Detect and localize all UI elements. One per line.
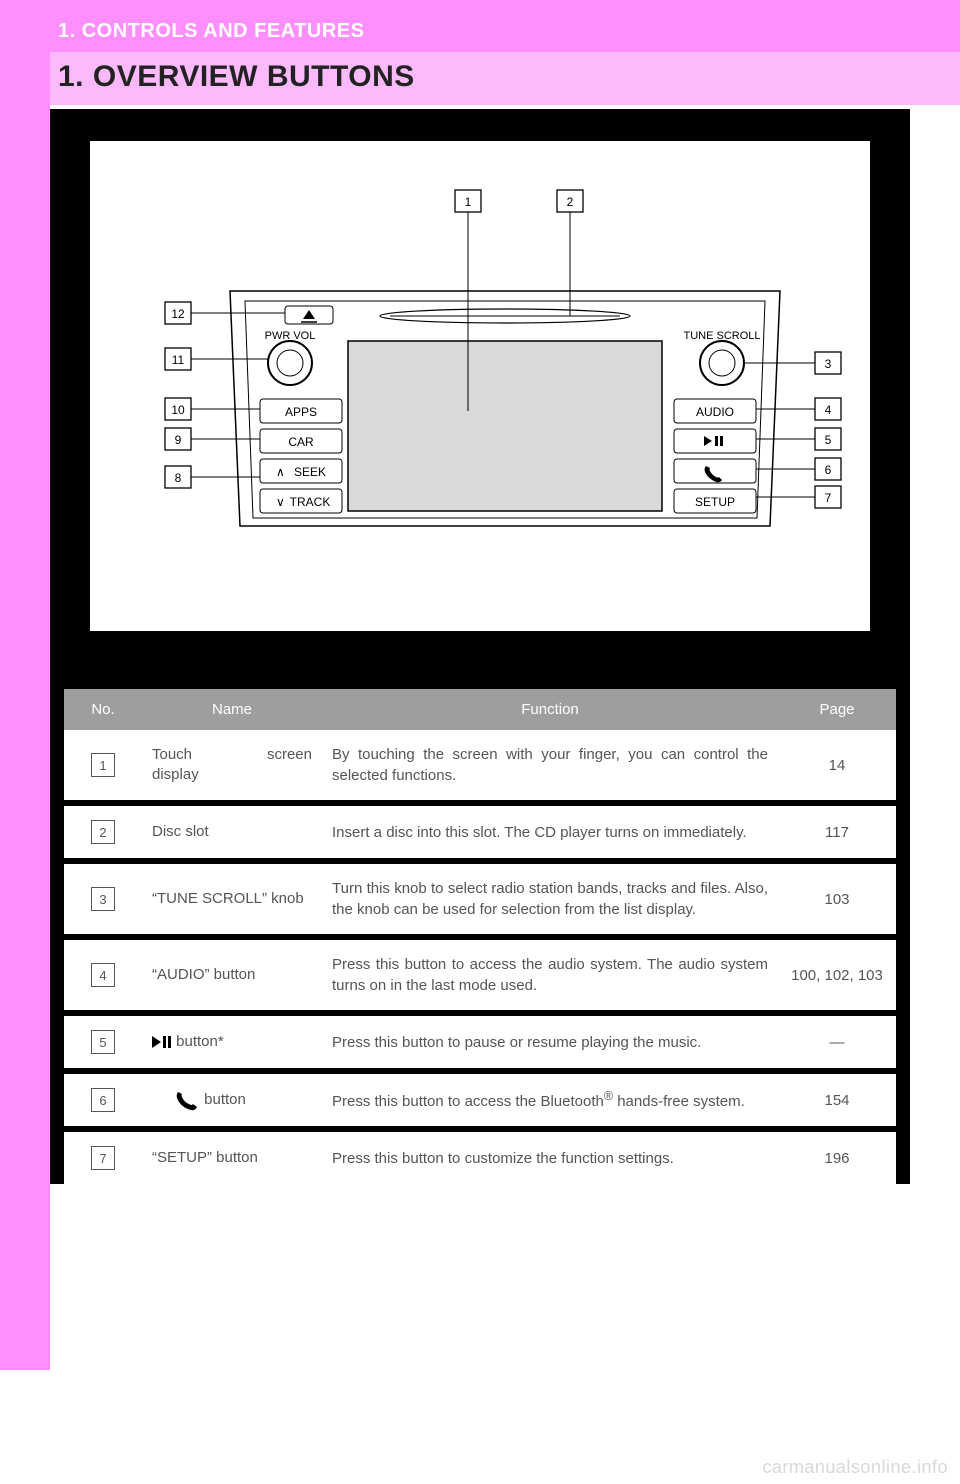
cell-page: 117 bbox=[778, 818, 896, 847]
svg-text:12: 12 bbox=[171, 307, 185, 321]
table-row: 5 button*Press this button to pause or r… bbox=[64, 1010, 896, 1068]
svg-text:APPS: APPS bbox=[285, 405, 317, 419]
cell-name: “AUDIO” button bbox=[142, 959, 322, 991]
svg-text:1: 1 bbox=[465, 195, 472, 209]
cell-page: — bbox=[778, 1028, 896, 1057]
table-header: No. Name Function Page bbox=[64, 689, 896, 730]
cell-page: 100, 102, 103 bbox=[778, 961, 896, 990]
diagram-svg: PWR VOL TUNE SCROLL APPS CAR ∧ SEEK ∨ TRACK A… bbox=[90, 141, 870, 631]
play-pause-icon bbox=[152, 1035, 172, 1049]
cell-no: 6 bbox=[64, 1082, 142, 1118]
svg-text:4: 4 bbox=[825, 403, 832, 417]
cell-function: Turn this knob to select radio station b… bbox=[322, 872, 778, 926]
cell-no: 7 bbox=[64, 1140, 142, 1176]
row-number-box: 7 bbox=[91, 1146, 115, 1170]
svg-text:9: 9 bbox=[175, 433, 182, 447]
col-page: Page bbox=[778, 689, 896, 730]
svg-text:CAR: CAR bbox=[288, 435, 314, 449]
row-number-box: 5 bbox=[91, 1030, 115, 1054]
row-number-box: 6 bbox=[91, 1088, 115, 1112]
cell-name: button* bbox=[142, 1026, 322, 1058]
svg-text:10: 10 bbox=[171, 403, 185, 417]
cell-page: 154 bbox=[778, 1086, 896, 1115]
table-row: 1 TouchscreendisplayBy touching the scree… bbox=[64, 730, 896, 800]
row-number-box: 2 bbox=[91, 820, 115, 844]
col-name: Name bbox=[142, 689, 322, 730]
cell-page: 196 bbox=[778, 1144, 896, 1173]
svg-text:SEEK: SEEK bbox=[294, 465, 326, 479]
cell-name: button bbox=[142, 1083, 322, 1117]
svg-text:TRACK: TRACK bbox=[290, 495, 331, 509]
cell-no: 1 bbox=[64, 747, 142, 783]
table-row: 4 “AUDIO” buttonPress this button to acce… bbox=[64, 934, 896, 1010]
cell-name: Disc slot bbox=[142, 816, 322, 848]
watermark: carmanualsonline.info bbox=[762, 1457, 948, 1478]
svg-text:3: 3 bbox=[825, 357, 832, 371]
page-title: 1. OVERVIEW BUTTONS bbox=[58, 60, 415, 94]
svg-text:5: 5 bbox=[825, 433, 832, 447]
cell-function: Press this button to access the audio sy… bbox=[322, 948, 778, 1002]
svg-text:6: 6 bbox=[825, 463, 832, 477]
cell-function: Press this button to access the Bluetoot… bbox=[322, 1082, 778, 1118]
head-unit-diagram: PWR VOL TUNE SCROLL APPS CAR ∧ SEEK ∨ TRACK A… bbox=[90, 141, 870, 631]
table-row: 7 “SETUP” buttonPress this button to cust… bbox=[64, 1126, 896, 1184]
buttons-table: No. Name Function Page 1 Touchscreendispl… bbox=[64, 689, 896, 1184]
svg-text:∧: ∧ bbox=[276, 465, 285, 479]
cell-page: 14 bbox=[778, 751, 896, 780]
svg-text:TUNE SCROLL: TUNE SCROLL bbox=[683, 330, 760, 342]
cell-function: Press this button to customize the funct… bbox=[322, 1142, 778, 1175]
table-row: 6 buttonPress this button to access the … bbox=[64, 1068, 896, 1126]
left-sidebar bbox=[0, 0, 50, 1370]
cell-function: By touching the screen with your finger,… bbox=[322, 738, 778, 792]
cell-name: Touchscreendisplay bbox=[142, 739, 322, 792]
col-func: Function bbox=[322, 689, 778, 730]
row-number-box: 1 bbox=[91, 753, 115, 777]
cell-page: 103 bbox=[778, 885, 896, 914]
cell-no: 2 bbox=[64, 814, 142, 850]
row-number-box: 4 bbox=[91, 963, 115, 987]
svg-text:PWR VOL: PWR VOL bbox=[265, 330, 316, 342]
cell-no: 5 bbox=[64, 1024, 142, 1060]
phone-icon bbox=[174, 1089, 200, 1111]
col-no: No. bbox=[64, 689, 142, 730]
svg-text:2: 2 bbox=[567, 195, 574, 209]
row-number-box: 3 bbox=[91, 887, 115, 911]
cell-name: “SETUP” button bbox=[142, 1142, 322, 1174]
svg-text:AUDIO: AUDIO bbox=[696, 405, 734, 419]
table-row: 2 Disc slotInsert a disc into this slot. … bbox=[64, 800, 896, 858]
cell-name: “TUNE SCROLL” knob bbox=[142, 883, 322, 915]
cell-function: Insert a disc into this slot. The CD pla… bbox=[322, 816, 778, 849]
content-panel: PWR VOL TUNE SCROLL APPS CAR ∧ SEEK ∨ TRACK A… bbox=[50, 109, 910, 1184]
cell-no: 4 bbox=[64, 957, 142, 993]
svg-text:11: 11 bbox=[172, 353, 185, 367]
svg-text:∨: ∨ bbox=[276, 495, 285, 509]
section-label: 1. CONTROLS AND FEATURES bbox=[58, 20, 364, 43]
svg-text:7: 7 bbox=[825, 491, 832, 505]
table-row: 3 “TUNE SCROLL” knobTurn this knob to sel… bbox=[64, 858, 896, 934]
svg-text:SETUP: SETUP bbox=[695, 495, 735, 509]
cell-function: Press this button to pause or resume pla… bbox=[322, 1026, 778, 1059]
cell-no: 3 bbox=[64, 881, 142, 917]
svg-text:8: 8 bbox=[175, 471, 182, 485]
